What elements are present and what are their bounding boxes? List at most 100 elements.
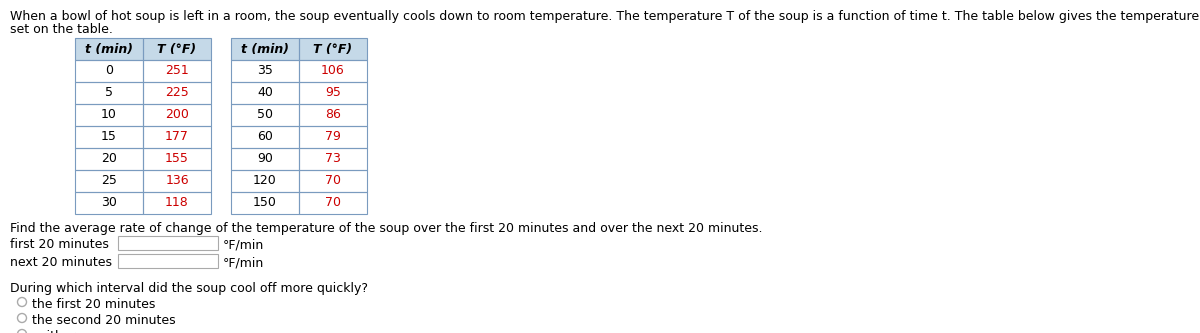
Bar <box>230 192 299 214</box>
Text: 86: 86 <box>325 109 341 122</box>
Text: T (°F): T (°F) <box>313 43 353 56</box>
Text: 136: 136 <box>166 174 188 187</box>
Bar <box>230 170 299 192</box>
Bar <box>299 104 367 126</box>
Bar <box>143 38 211 60</box>
Bar <box>230 82 299 104</box>
Bar <box>143 126 211 148</box>
Bar <box>143 192 211 214</box>
Text: 225: 225 <box>166 87 188 100</box>
Bar <box>230 38 299 60</box>
Text: t (min): t (min) <box>85 43 133 56</box>
Text: 70: 70 <box>325 174 341 187</box>
Bar <box>74 126 143 148</box>
Text: 30: 30 <box>101 196 116 209</box>
Text: 177: 177 <box>166 131 188 144</box>
Bar <box>118 254 218 268</box>
Text: 20: 20 <box>101 153 116 166</box>
Bar <box>143 170 211 192</box>
Bar <box>299 38 367 60</box>
Text: 10: 10 <box>101 109 116 122</box>
Text: 200: 200 <box>166 109 188 122</box>
Text: Find the average rate of change of the temperature of the soup over the first 20: Find the average rate of change of the t… <box>10 222 762 235</box>
Text: the second 20 minutes: the second 20 minutes <box>31 314 175 327</box>
Text: 25: 25 <box>101 174 116 187</box>
Bar <box>230 148 299 170</box>
Text: 50: 50 <box>257 109 274 122</box>
Bar <box>74 60 143 82</box>
Bar <box>299 170 367 192</box>
Bar <box>299 170 367 192</box>
Bar <box>74 192 143 214</box>
Bar <box>143 126 211 148</box>
Text: the first 20 minutes: the first 20 minutes <box>31 298 155 311</box>
Bar <box>299 104 367 126</box>
Bar <box>299 82 367 104</box>
Bar <box>143 82 211 104</box>
Bar <box>74 104 143 126</box>
Bar <box>143 148 211 170</box>
Bar <box>230 148 299 170</box>
Bar <box>74 38 143 60</box>
Text: When a bowl of hot soup is left in a room, the soup eventually cools down to roo: When a bowl of hot soup is left in a roo… <box>10 10 1200 23</box>
Bar <box>230 60 299 82</box>
Bar <box>74 148 143 170</box>
Bar <box>143 192 211 214</box>
Bar <box>74 82 143 104</box>
Text: 5: 5 <box>106 87 113 100</box>
Text: 35: 35 <box>257 65 272 78</box>
Bar <box>118 236 218 250</box>
Text: 251: 251 <box>166 65 188 78</box>
Bar <box>299 60 367 82</box>
Bar <box>74 38 143 60</box>
Bar <box>74 170 143 192</box>
Bar <box>74 60 143 82</box>
Bar <box>74 170 143 192</box>
Bar <box>299 38 367 60</box>
Bar <box>299 192 367 214</box>
Text: t (min): t (min) <box>241 43 289 56</box>
Bar <box>230 192 299 214</box>
Bar <box>74 82 143 104</box>
Bar <box>299 148 367 170</box>
Text: During which interval did the soup cool off more quickly?: During which interval did the soup cool … <box>10 282 368 295</box>
Text: 155: 155 <box>166 153 188 166</box>
Bar <box>143 38 211 60</box>
Text: next 20 minutes: next 20 minutes <box>10 256 112 269</box>
Bar <box>143 104 211 126</box>
Text: 95: 95 <box>325 87 341 100</box>
Bar <box>299 192 367 214</box>
Text: 73: 73 <box>325 153 341 166</box>
Bar <box>230 38 299 60</box>
Bar <box>143 60 211 82</box>
Bar <box>230 60 299 82</box>
Bar <box>230 170 299 192</box>
Bar <box>299 60 367 82</box>
Bar <box>74 126 143 148</box>
Text: 106: 106 <box>322 65 344 78</box>
Bar <box>74 148 143 170</box>
Text: °F/min: °F/min <box>223 238 264 251</box>
Bar <box>74 192 143 214</box>
Bar <box>299 148 367 170</box>
Bar <box>143 170 211 192</box>
Text: 70: 70 <box>325 196 341 209</box>
Text: 90: 90 <box>257 153 272 166</box>
Bar <box>230 104 299 126</box>
Bar <box>143 148 211 170</box>
Text: 15: 15 <box>101 131 116 144</box>
Bar <box>143 82 211 104</box>
Text: 79: 79 <box>325 131 341 144</box>
Text: 40: 40 <box>257 87 272 100</box>
Text: 150: 150 <box>253 196 277 209</box>
Text: 120: 120 <box>253 174 277 187</box>
Text: neither: neither <box>31 330 77 333</box>
Text: first 20 minutes: first 20 minutes <box>10 238 109 251</box>
Text: T (°F): T (°F) <box>157 43 197 56</box>
Bar <box>143 104 211 126</box>
Text: °F/min: °F/min <box>223 256 264 269</box>
Text: set on the table.: set on the table. <box>10 23 113 36</box>
Text: 118: 118 <box>166 196 188 209</box>
Bar <box>74 104 143 126</box>
Bar <box>230 126 299 148</box>
